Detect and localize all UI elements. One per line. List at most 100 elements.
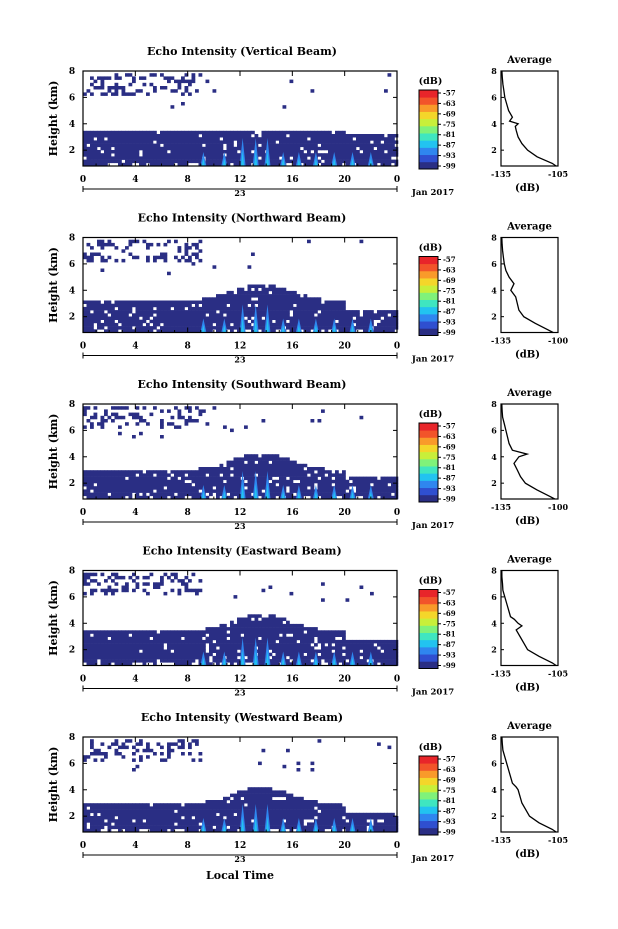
heatmap-cell: [268, 812, 273, 817]
heatmap-cell: [86, 582, 91, 586]
heatmap-cell: [328, 303, 332, 308]
heatmap-cell: [177, 134, 182, 138]
heatmap-cell: [233, 146, 238, 151]
heatmap-cell: [303, 153, 308, 157]
heatmap-cell: [97, 822, 101, 826]
colorbar-swatch: [419, 256, 438, 265]
heatmap-cell: [237, 140, 241, 144]
heatmap-cell: [170, 329, 175, 333]
heatmap-cell: [174, 425, 178, 429]
heatmap-cell: [230, 646, 234, 650]
heatmap-cell: [160, 319, 164, 324]
heatmap-cell: [181, 492, 185, 497]
heatmap-cell: [310, 655, 315, 660]
heatmap-cell: [310, 479, 315, 484]
heatmap-cell: [342, 143, 346, 148]
heatmap-cell: [146, 812, 150, 817]
heatmap-cell: [286, 306, 290, 311]
heatmap-cell: [303, 310, 308, 314]
heatmap-cell: [359, 140, 364, 144]
heatmap-cell: [132, 828, 136, 833]
heatmap-cell: [258, 649, 262, 653]
heatmap-cell: [233, 476, 238, 481]
heatmap-cell: [195, 816, 199, 820]
heatmap-cell: [93, 825, 98, 830]
heatmap-cell: [153, 803, 157, 807]
heatmap-cell: [216, 134, 220, 138]
heatmap-cell: [352, 643, 357, 647]
heatmap-cell: [167, 409, 171, 413]
heatmap-cell: [198, 492, 203, 497]
heatmap-cell: [342, 140, 346, 144]
heatmap-cell: [100, 483, 105, 487]
colorbar-tick-label: -93: [443, 484, 456, 493]
heatmap-cell: [153, 639, 157, 644]
heatmap-cell: [335, 486, 339, 490]
heatmap-cell: [163, 572, 168, 577]
heatmap-cell: [86, 146, 91, 151]
heatmap-cell: [275, 662, 280, 666]
heatmap-cell: [300, 623, 304, 628]
heatmap-cell: [233, 806, 238, 810]
heatmap-cell: [149, 819, 154, 823]
heatmap-cell: [345, 326, 350, 330]
heatmap-cell: [198, 588, 203, 593]
heatmap-cell: [125, 630, 129, 634]
heatmap-cell: [247, 800, 252, 804]
heatmap-cell: [146, 246, 150, 250]
heatmap-cell: [317, 659, 322, 663]
heatmap-cell: [307, 659, 311, 663]
heatmap-cell: [303, 140, 308, 144]
heatmap-cell: [142, 809, 147, 814]
heatmap-cell: [265, 467, 269, 471]
heatmap-cell: [226, 143, 231, 148]
heatmap-cell: [209, 476, 213, 481]
heatmap-cell: [198, 326, 203, 330]
heatmap-cell: [317, 470, 322, 474]
heatmap-cell: [125, 636, 129, 641]
heatmap-cell: [191, 130, 196, 135]
heatmap-cell: [324, 652, 329, 657]
heatmap-cell: [275, 636, 280, 641]
heatmap-cell: [268, 796, 273, 801]
heatmap-cell: [251, 470, 255, 474]
heatmap-cell: [135, 575, 140, 580]
heatmap-cell: [149, 470, 154, 474]
heatmap-cell: [86, 643, 91, 647]
heatmap-cell: [244, 326, 248, 330]
colorbar-swatch: [419, 104, 438, 112]
heatmap-cell: [387, 495, 392, 500]
heatmap-cell: [251, 806, 255, 810]
heatmap-cell: [289, 306, 294, 311]
heatmap-cell: [177, 316, 182, 320]
heatmap-cell: [90, 322, 94, 327]
heatmap-cell: [268, 306, 273, 311]
heatmap-cell: [275, 816, 280, 820]
heatmap-cell: [272, 812, 276, 817]
heatmap-cell: [202, 310, 206, 314]
heatmap-cell: [191, 822, 196, 826]
heatmap-cell: [114, 246, 119, 250]
colorbar-swatch: [419, 147, 438, 156]
colorbar-swatch: [419, 618, 438, 626]
heatmap-cell: [212, 649, 217, 653]
heatmap-cell: [146, 476, 150, 481]
heatmap-cell: [230, 489, 234, 493]
heatmap-cell: [261, 313, 266, 317]
heatmap-cell: [177, 326, 182, 330]
heatmap-cell: [83, 572, 87, 577]
heatmap-cell: [219, 134, 224, 138]
heatmap-cell: [121, 134, 126, 138]
heatmap-cell: [188, 419, 192, 423]
heatmap-cell: [121, 329, 126, 333]
heatmap-cell: [230, 150, 234, 154]
heatmap-cell: [272, 300, 276, 304]
heatmap-cell: [387, 662, 392, 666]
heatmap-cell: [125, 479, 129, 484]
heatmap-cell: [100, 303, 105, 308]
heatmap-cell: [202, 140, 206, 144]
heatmap-cell: [282, 803, 287, 807]
heatmap-cell: [121, 646, 126, 650]
heatmap-cell: [107, 303, 112, 308]
heatmap-cell: [198, 633, 203, 637]
